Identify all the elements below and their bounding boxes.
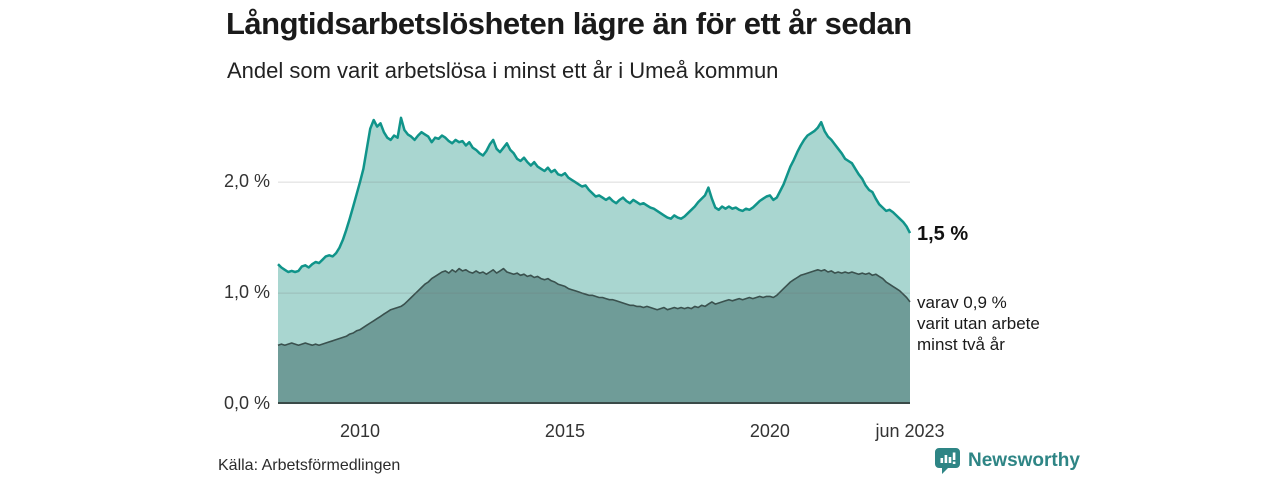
newsworthy-logo-text: Newsworthy (968, 449, 1080, 471)
latest-value-label: 1,5 % (917, 223, 969, 245)
series-line-0 (277, 116, 912, 274)
newsworthy-logo-icon (935, 448, 960, 474)
newsworthy-logo: Newsworthy (934, 446, 1080, 475)
y-axis-label: 1,0 % (223, 282, 270, 303)
source-note: Källa: Arbetsförmedlingen (218, 457, 401, 474)
area-chart (277, 116, 912, 405)
y-axis-label: 2,0 % (223, 171, 270, 192)
y-axis-label: 0,0 % (223, 393, 270, 413)
chart-title: Långtidsarbetslösheten lägre än för ett … (226, 6, 912, 41)
x-axis-label: 2015 (544, 421, 585, 441)
two-year-annotation: varav 0,9 % varit utan arbete minst två … (917, 293, 1040, 354)
x-axis-label: jun 2023 (875, 421, 945, 441)
chart-subtitle: Andel som varit arbetslösa i minst ett å… (227, 58, 779, 83)
x-axis-label: 2010 (339, 421, 381, 441)
x-axis-label: 2020 (749, 421, 790, 441)
series-fill-1 (278, 268, 910, 404)
plot-area (277, 100, 912, 405)
series-line-1 (277, 267, 911, 346)
